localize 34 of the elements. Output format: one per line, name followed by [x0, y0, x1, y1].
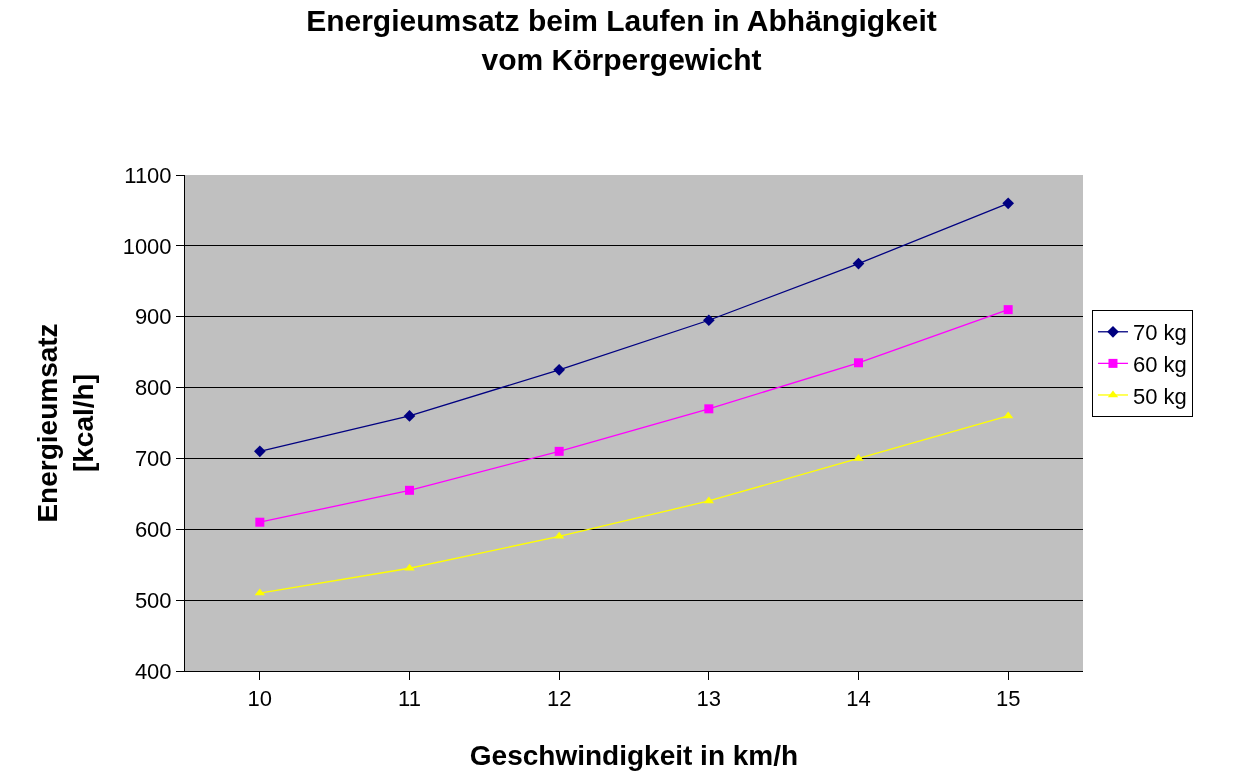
legend-label: 60 kg — [1132, 351, 1187, 377]
y-tick-label: 800 — [134, 375, 172, 401]
y-tick-label: 400 — [134, 658, 172, 684]
y-tick-label: 1000 — [122, 233, 172, 259]
point — [255, 517, 265, 527]
x-tick-label: 15 — [995, 686, 1021, 712]
y-axis-title: Energieumsatz [kcal/h] — [31, 323, 100, 523]
point — [853, 453, 864, 461]
point — [404, 563, 415, 571]
point — [253, 445, 266, 458]
point — [553, 364, 566, 376]
y-tick-label: 900 — [134, 304, 172, 330]
x-tick-label: 10 — [247, 686, 273, 712]
point — [554, 446, 564, 456]
y-tick-label: 1100 — [124, 162, 172, 188]
point — [704, 404, 714, 414]
legend-label: 50 kg — [1132, 383, 1187, 409]
point — [702, 314, 715, 327]
point — [1002, 197, 1015, 210]
legend-label: 70 kg — [1132, 320, 1187, 346]
point — [403, 410, 416, 422]
x-axis-title: Geschwindigkeit in km/h — [469, 740, 799, 771]
x-tick-label: 11 — [398, 686, 421, 712]
x-tick-label: 13 — [696, 686, 722, 712]
x-tick-label: 14 — [846, 686, 871, 712]
point — [405, 485, 414, 495]
point — [852, 257, 865, 270]
chart-title: Energieumsatz beim Laufen in Abhängigkeit vom Körpergewicht — [306, 4, 937, 77]
point — [854, 358, 863, 368]
point — [1003, 305, 1013, 315]
x-tick-label: 12 — [546, 686, 572, 712]
y-tick-label: 500 — [134, 587, 172, 613]
y-tick-label: 600 — [134, 516, 172, 542]
y-tick-label: 700 — [134, 446, 172, 472]
